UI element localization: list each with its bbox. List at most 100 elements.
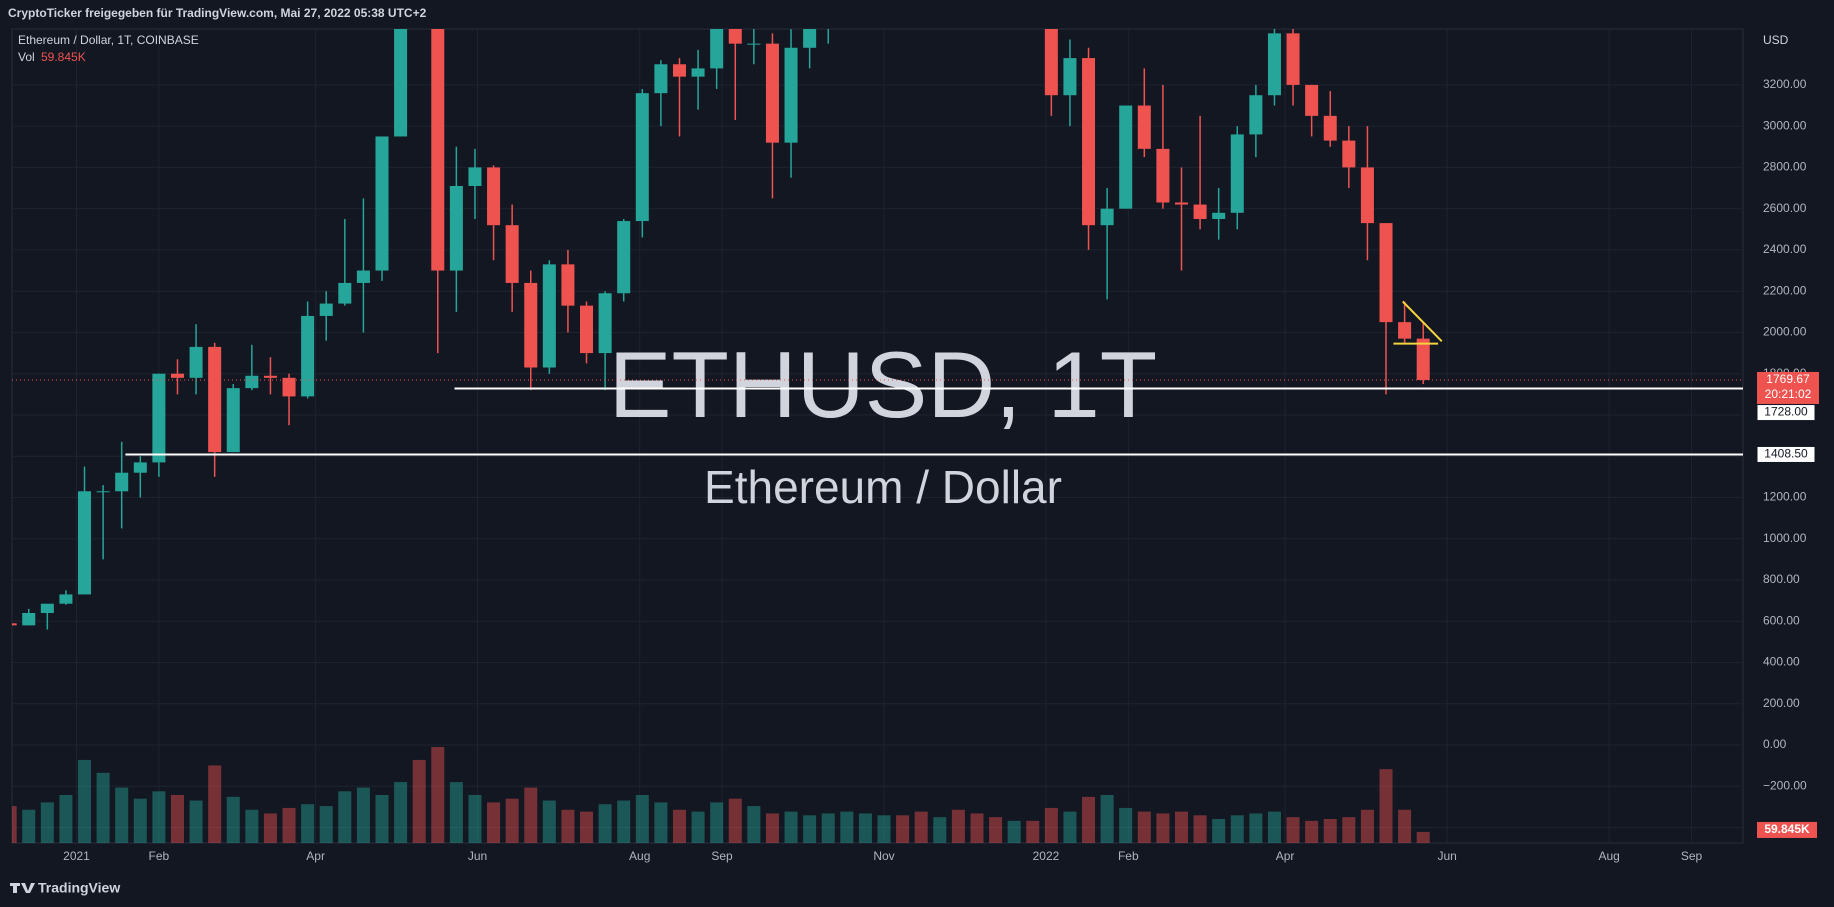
volume-bar [617, 800, 631, 843]
volume-bar [580, 811, 594, 843]
candle-body [431, 29, 445, 271]
x-tick-label: Jun [1438, 849, 1457, 863]
volume-bar [1305, 820, 1319, 843]
watermark-subtitle: Ethereum / Dollar [704, 461, 1062, 513]
volume-bar [319, 806, 333, 843]
volume-bar [1379, 769, 1393, 843]
x-tick-label: Aug [1598, 849, 1619, 863]
volume-bar [431, 747, 445, 843]
candle-body [580, 305, 594, 354]
share-title: CryptoTicker freigegeben für TradingView… [8, 6, 427, 20]
volume-bar [710, 802, 724, 843]
watermark: ETHUSD, 1T [609, 332, 1157, 437]
candle-body [96, 491, 110, 493]
volume-bar [1398, 809, 1412, 843]
candle-body [1156, 148, 1170, 203]
currency: USD [1763, 33, 1789, 47]
volume-bar [96, 772, 110, 843]
candle-body [728, 29, 742, 44]
candle-body [1379, 223, 1393, 323]
candle-body [524, 282, 538, 368]
y-tick-label: 2000.00 [1763, 325, 1807, 339]
volume-bar [840, 811, 854, 843]
candle-body [468, 167, 482, 186]
logo [10, 883, 35, 893]
volume-bar [803, 815, 817, 843]
volume-bar [375, 795, 389, 843]
candle-body [1063, 58, 1077, 96]
volume-bar [1026, 820, 1040, 843]
volume-bar [189, 800, 203, 843]
volume-bar [245, 809, 259, 843]
candle-body [22, 612, 36, 626]
volume-bar [635, 795, 649, 843]
candle-body [12, 623, 17, 626]
y-tick-label: 2200.00 [1763, 283, 1807, 297]
footer-bar [0, 872, 1834, 907]
candle-body [1398, 322, 1412, 339]
candle-body [1267, 33, 1281, 96]
volume-bar [691, 811, 705, 843]
volume-bar [821, 813, 835, 843]
volume-box [1757, 821, 1817, 838]
x-tick-label: Apr [306, 849, 325, 863]
volume-bar [654, 802, 668, 843]
candle-body [115, 472, 129, 492]
candle-body [78, 491, 92, 595]
candle-body [208, 346, 222, 453]
x-tick-label: Jun [468, 849, 487, 863]
volume-bar [747, 806, 761, 843]
volume-bar [78, 759, 92, 843]
y-tick-label: 1000.00 [1763, 531, 1807, 545]
volume-bar [914, 811, 928, 843]
volume-bar [1230, 815, 1244, 843]
candle-body [710, 29, 724, 69]
candle-body [338, 282, 352, 304]
candle-body [449, 185, 463, 271]
candle-body [319, 303, 333, 316]
volume-bar [1342, 817, 1356, 843]
level-box [1756, 404, 1816, 422]
volume-bar [59, 795, 73, 843]
candle-body [542, 264, 556, 368]
volume-bar [338, 791, 352, 843]
x-tick-label: Nov [873, 849, 894, 863]
volume-bar [989, 817, 1003, 843]
y-tick-label: −200.00 [1763, 778, 1807, 792]
volume-legend-value: 59.845K [41, 50, 86, 64]
countdown: 20:21:02 [1765, 387, 1812, 401]
volume-bar [784, 811, 798, 843]
volume-bar [524, 787, 538, 843]
candle-body [765, 43, 779, 143]
candle-body [170, 373, 184, 378]
candle-body [1230, 134, 1244, 213]
volume-last-label: 59.845K [1764, 822, 1810, 836]
candle-body [1342, 140, 1356, 168]
candle-body [356, 270, 370, 283]
volume-bar [1212, 819, 1226, 843]
volume-bar [487, 802, 501, 843]
y-tick-label: 800.00 [1763, 572, 1800, 586]
level-label: 1408.50 [1764, 447, 1808, 461]
pane-frame [11, 28, 1744, 844]
y-tick-label: 3200.00 [1763, 77, 1807, 91]
candle-body [1119, 105, 1133, 209]
brand: TradingView [38, 880, 120, 896]
volume-bar [356, 787, 370, 843]
drawing-line [1402, 300, 1443, 343]
y-tick-label: 2600.00 [1763, 201, 1807, 215]
volume-bar [1249, 813, 1263, 843]
volume-bar [1286, 817, 1300, 843]
candle-body [1249, 95, 1263, 135]
volume-bar [1360, 809, 1374, 843]
volume-bar [598, 804, 612, 843]
volume-bar [896, 815, 910, 843]
candle-body [133, 462, 147, 473]
candle-body [691, 68, 705, 77]
candle-body [487, 167, 501, 226]
candle-body [1323, 115, 1337, 141]
volume-bar [1044, 807, 1058, 843]
y-tick-label: 2800.00 [1763, 160, 1807, 174]
level-box [1756, 445, 1816, 463]
candle-body [1305, 84, 1319, 116]
